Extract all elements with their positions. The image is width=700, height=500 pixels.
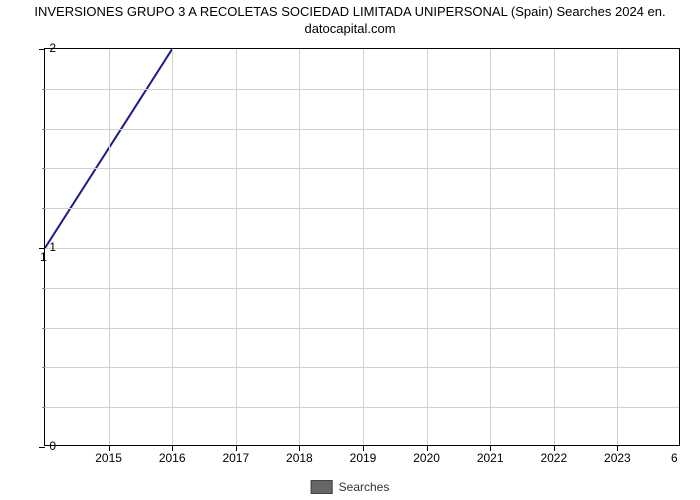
xlabel: 2022: [540, 451, 567, 465]
xlabel: 2021: [477, 451, 504, 465]
ytick-minor: [42, 89, 45, 90]
xlabel: 2020: [413, 451, 440, 465]
ytick-minor: [42, 288, 45, 289]
gridline-vertical: [109, 49, 110, 445]
gridline-vertical: [427, 49, 428, 445]
ylabel: 0: [16, 439, 56, 453]
plot-area: 20152016201720182019202020212022202316: [44, 48, 680, 446]
xlabel: 2017: [222, 451, 249, 465]
ytick-minor: [42, 129, 45, 130]
gridline-horizontal-minor: [45, 168, 679, 169]
legend-swatch: [311, 480, 333, 494]
gridline-vertical: [490, 49, 491, 445]
gridline-horizontal-minor: [45, 367, 679, 368]
xlabel: 2019: [350, 451, 377, 465]
ytick-minor: [42, 208, 45, 209]
xlabel: 2016: [159, 451, 186, 465]
legend: Searches: [311, 480, 390, 494]
gridline-horizontal-minor: [45, 129, 679, 130]
gridline-vertical: [617, 49, 618, 445]
gridline-horizontal-minor: [45, 328, 679, 329]
chart-container: 20152016201720182019202020212022202316: [44, 48, 680, 446]
ytick-minor: [42, 168, 45, 169]
gridline-vertical: [554, 49, 555, 445]
ytick-minor: [42, 367, 45, 368]
gridline-horizontal-minor: [45, 407, 679, 408]
chart-title: INVERSIONES GRUPO 3 A RECOLETAS SOCIEDAD…: [0, 0, 700, 38]
gridline-horizontal-minor: [45, 288, 679, 289]
gridline-vertical: [172, 49, 173, 445]
gridline-horizontal-minor: [45, 208, 679, 209]
gridline-vertical: [299, 49, 300, 445]
gridline-horizontal: [45, 248, 679, 249]
legend-text: Searches: [339, 480, 390, 494]
gridline-horizontal-minor: [45, 89, 679, 90]
chart-title-line2: datocapital.com: [304, 21, 395, 36]
xlabel: 2023: [604, 451, 631, 465]
ylabel: 1: [16, 240, 56, 254]
ylabel: 2: [16, 41, 56, 55]
xlabel: 2015: [95, 451, 122, 465]
xlabel: 2018: [286, 451, 313, 465]
gridline-vertical: [363, 49, 364, 445]
chart-title-line1: INVERSIONES GRUPO 3 A RECOLETAS SOCIEDAD…: [34, 4, 665, 19]
point-annotation: 6: [671, 451, 678, 465]
gridline-vertical: [236, 49, 237, 445]
ytick-minor: [42, 328, 45, 329]
ytick-minor: [42, 407, 45, 408]
